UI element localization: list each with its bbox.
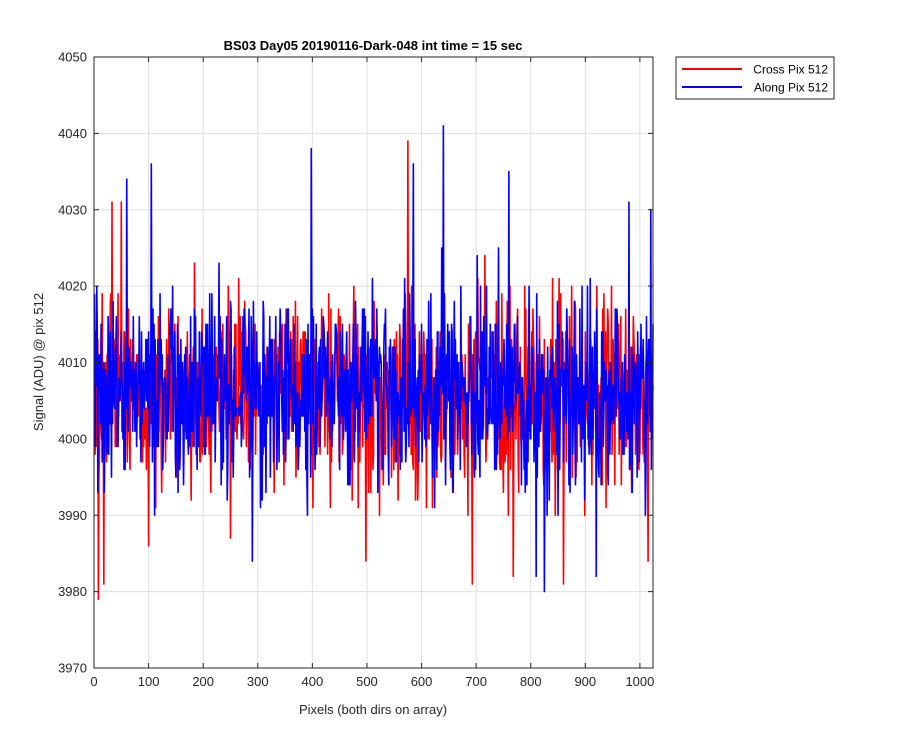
series-line-along xyxy=(93,124,654,593)
x-tick-label: 400 xyxy=(302,674,324,689)
y-tick-label: 3990 xyxy=(58,508,87,523)
x-tick-label: 900 xyxy=(574,674,596,689)
y-tick-label: 3970 xyxy=(58,661,87,676)
x-tick-label: 1000 xyxy=(625,674,654,689)
y-tick-label: 4030 xyxy=(58,202,87,217)
legend-box xyxy=(675,56,835,100)
legend-label-along: Along Pix 512 xyxy=(754,81,828,95)
y-tick-label: 4020 xyxy=(58,279,87,294)
x-tick-label: 800 xyxy=(520,674,542,689)
legend: Cross Pix 512 Along Pix 512 xyxy=(675,56,835,100)
series-layer xyxy=(93,124,654,601)
y-tick-label: 4000 xyxy=(58,431,87,446)
ticks: 0 100 200 300 400 500 600 700 800 900 1000 3970 3980… xyxy=(58,50,654,690)
x-tick-label: 300 xyxy=(247,674,269,689)
y-axis-title: Signal (ADU) @ pix 512 xyxy=(31,293,46,431)
y-tick-label: 4050 xyxy=(58,50,87,65)
y-tick-label: 4040 xyxy=(58,126,87,141)
x-tick-label: 0 xyxy=(90,674,97,689)
x-tick-label: 100 xyxy=(138,674,160,689)
chart-title: BS03 Day05 20190116-Dark-048 int time = … xyxy=(224,38,523,53)
x-axis-title: Pixels (both dirs on array) xyxy=(299,702,447,717)
x-tick-label: 500 xyxy=(356,674,378,689)
x-tick-label: 200 xyxy=(192,674,214,689)
legend-label-cross: Cross Pix 512 xyxy=(753,63,828,77)
y-tick-label: 4010 xyxy=(58,355,87,370)
y-tick-label: 3980 xyxy=(58,584,87,599)
x-tick-label: 700 xyxy=(465,674,487,689)
x-tick-label: 600 xyxy=(411,674,433,689)
